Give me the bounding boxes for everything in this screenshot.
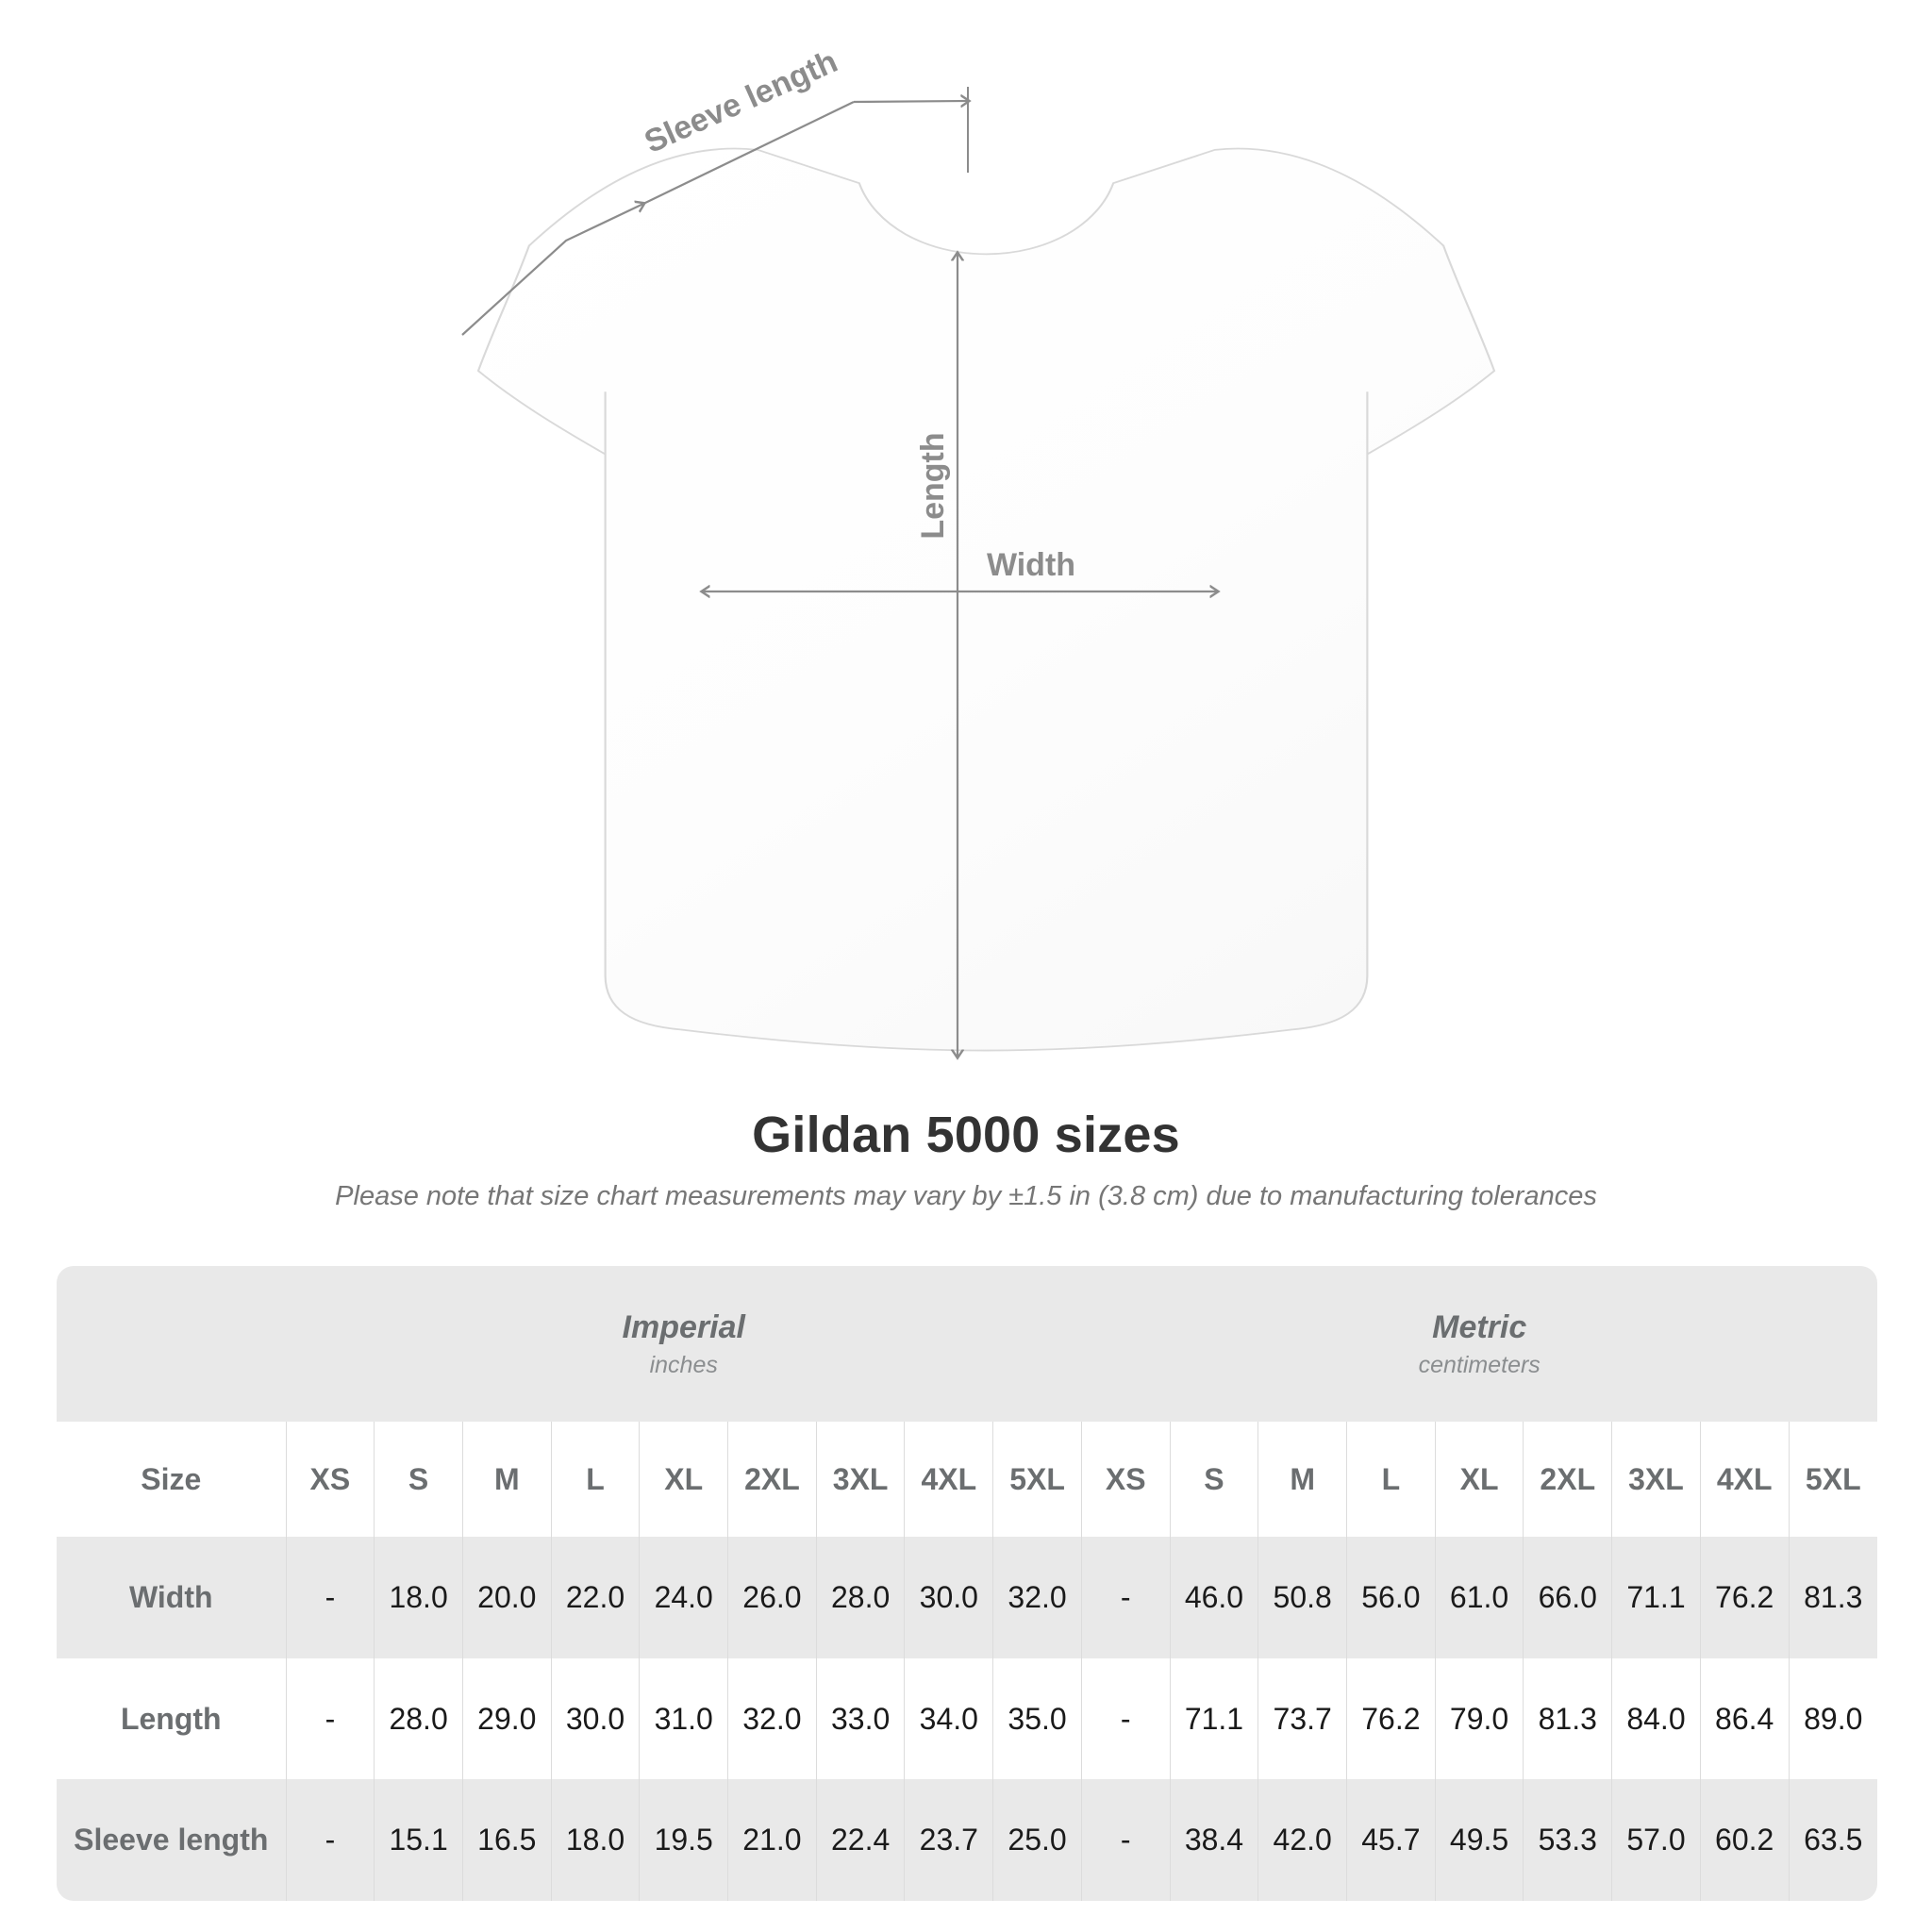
svg-text:Sleeve length: Sleeve length (640, 43, 843, 160)
svg-text:Length: Length (915, 432, 951, 539)
svg-text:Width: Width (987, 547, 1075, 583)
